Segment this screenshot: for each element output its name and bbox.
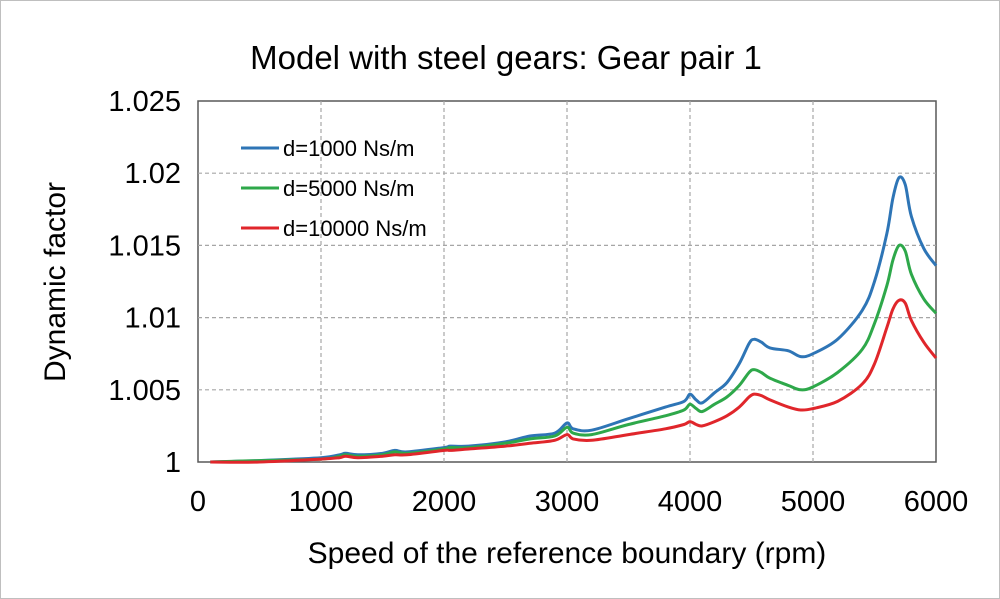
x-tick-label: 1000	[289, 486, 354, 518]
y-tick-label: 1.025	[108, 86, 181, 118]
plot-area	[197, 100, 937, 463]
x-tick-label: 2000	[412, 486, 477, 518]
y-axis-ticks: 1 1.005 1.01 1.015 1.02 1.025	[108, 86, 181, 479]
y-tick-label: 1.005	[108, 375, 181, 407]
x-axis-label: Speed of the reference boundary (rpm)	[308, 537, 827, 570]
y-tick-label: 1.02	[125, 158, 181, 190]
x-tick-label: 5000	[781, 486, 846, 518]
legend: d=1000 Ns/m d=5000 Ns/m d=10000 Ns/m	[241, 136, 427, 241]
y-tick-label: 1.015	[108, 230, 181, 262]
legend-label: d=10000 Ns/m	[283, 216, 427, 241]
series-line-3	[210, 298, 938, 464]
y-axis-label: Dynamic factor	[39, 182, 72, 382]
series-line-2	[210, 243, 938, 464]
legend-label: d=1000 Ns/m	[283, 136, 414, 161]
chart-title: Model with steel gears: Gear pair 1	[250, 39, 762, 76]
x-axis-ticks: 0 1000 2000 3000 4000 5000 6000	[190, 486, 968, 518]
x-tick-label: 4000	[658, 486, 723, 518]
legend-label: d=5000 Ns/m	[283, 176, 414, 201]
x-tick-label: 0	[190, 486, 206, 518]
x-tick-label: 3000	[535, 486, 600, 518]
grid	[198, 101, 936, 462]
y-tick-label: 1.01	[125, 303, 181, 335]
x-tick-label: 6000	[904, 486, 969, 518]
y-tick-label: 1	[165, 447, 181, 479]
series-lines	[210, 175, 938, 464]
